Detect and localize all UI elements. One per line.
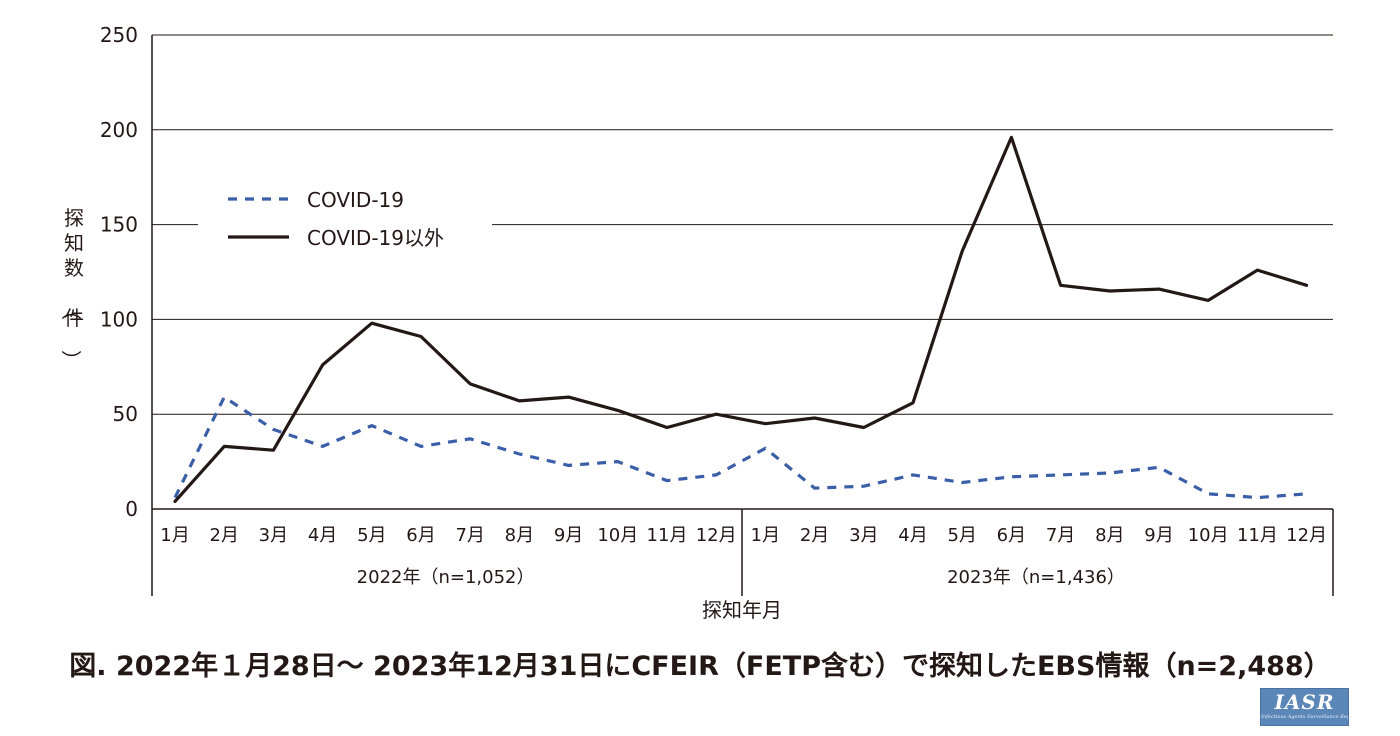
x-tick-label: 5月 <box>947 525 976 546</box>
series-line-covid19 <box>173 395 1307 500</box>
y-tick-label: 200 <box>100 118 138 142</box>
y-axis-label-char: （ <box>59 300 83 320</box>
x-tick-label: 3月 <box>259 525 288 546</box>
x-tick-label: 7月 <box>1046 525 1075 546</box>
y-axis-ticks: 0 50 100 150 200 250 <box>100 23 138 521</box>
x-tick-label: 10月 <box>597 525 638 546</box>
x-tick-label: 4月 <box>898 525 927 546</box>
y-tick-label: 150 <box>100 213 138 237</box>
x-tick-label: 1月 <box>160 525 189 546</box>
x-tick-label: 8月 <box>505 525 534 546</box>
x-tick-label: 6月 <box>406 525 435 546</box>
y-axis-label-char: 知 <box>64 231 84 255</box>
legend: COVID-19 COVID-19以外 <box>198 183 492 253</box>
y-axis-label-char: 件 <box>64 306 84 330</box>
logo-text: IASR <box>1274 690 1335 714</box>
legend-background <box>198 183 492 253</box>
iasr-logo: IASR Infectious Agents Surveillance Repo… <box>1260 688 1349 726</box>
x-tick-label: 12月 <box>696 525 737 546</box>
y-tick-label: 0 <box>125 497 138 521</box>
axes <box>151 35 1334 596</box>
x-axis-title: 探知年月 <box>702 598 782 622</box>
x-tick-label: 2月 <box>800 525 829 546</box>
y-tick-label: 50 <box>113 402 138 426</box>
x-tick-label: 1月 <box>751 525 780 546</box>
legend-label: COVID-19以外 <box>307 226 444 250</box>
series-line-other <box>173 135 1309 503</box>
x-tick-label: 2月 <box>209 525 238 546</box>
x-tick-label: 9月 <box>554 525 583 546</box>
y-tick-label: 100 <box>100 307 138 331</box>
year-group-label: 2023年（n=1,436） <box>947 567 1125 588</box>
line-chart: 0 50 100 150 200 250 1月 2月 3月 4月 5月 6月 7月 8月 9月 10月 11月… <box>59 23 1334 622</box>
x-tick-label: 7月 <box>455 525 484 546</box>
y-axis-label-char: 数 <box>64 256 84 280</box>
figure-caption: 図. 2022年１月28日～ 2023年12月31日にCFEIR（FETP含む）… <box>69 651 1331 682</box>
legend-label: COVID-19 <box>307 188 404 212</box>
year-group-label: 2022年（n=1,052） <box>357 567 535 588</box>
y-axis-label-char: ） <box>59 350 83 370</box>
x-tick-label: 10月 <box>1188 525 1229 546</box>
x-tick-label: 4月 <box>308 525 337 546</box>
x-tick-label: 12月 <box>1286 525 1327 546</box>
y-axis-label: 探知数 （件 ） <box>59 206 84 370</box>
logo-subtext: Infectious Agents Surveillance Report <box>1261 714 1348 720</box>
x-tick-label: 6月 <box>997 525 1026 546</box>
x-axis-ticks: 1月 2月 3月 4月 5月 6月 7月 8月 9月 10月 11月 12月 1月 2月 3月 4月 5月 6月 7… <box>160 525 1327 546</box>
x-tick-label: 11月 <box>647 525 688 546</box>
x-tick-label: 3月 <box>849 525 878 546</box>
year-groups: 2022年（n=1,052） 2023年（n=1,436） <box>357 567 1125 588</box>
x-tick-label: 5月 <box>357 525 386 546</box>
x-tick-label: 9月 <box>1144 525 1173 546</box>
x-tick-label: 11月 <box>1237 525 1278 546</box>
x-tick-label: 8月 <box>1095 525 1124 546</box>
y-axis-label-char: 探 <box>64 206 84 230</box>
y-tick-label: 250 <box>100 23 138 47</box>
data-series <box>173 135 1309 503</box>
